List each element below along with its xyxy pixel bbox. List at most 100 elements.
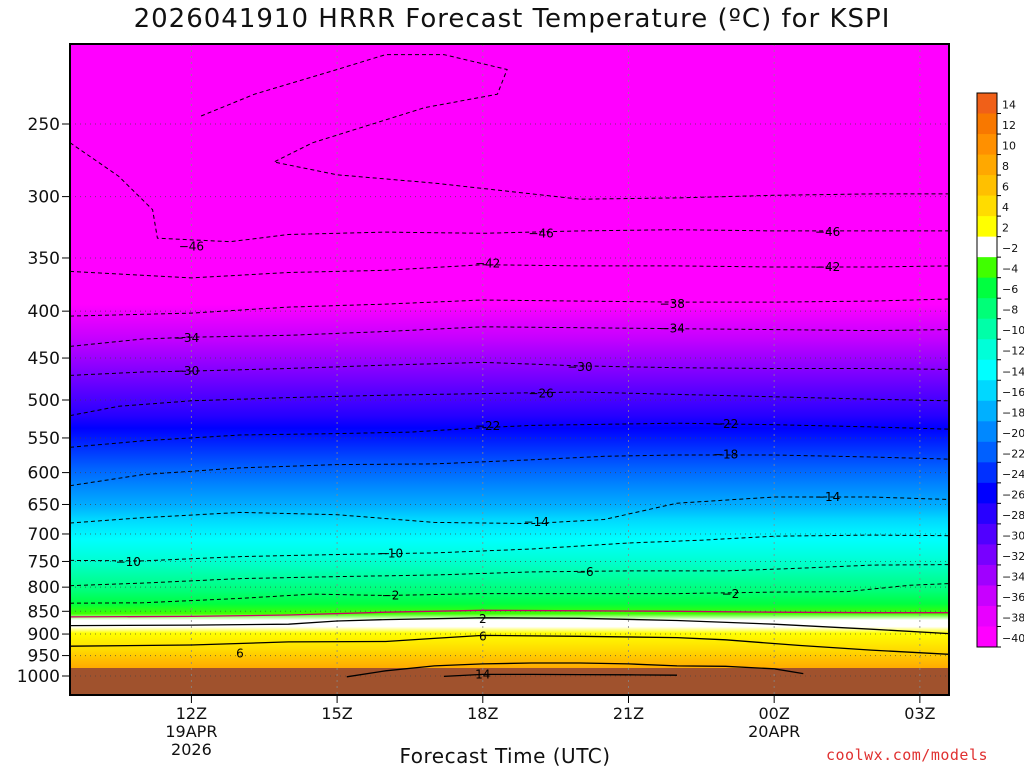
x-tick-label: 03Z <box>904 704 935 723</box>
x-tick-label: 12Z <box>176 704 207 723</box>
colorbar-swatch <box>977 216 997 238</box>
colorbar-label: −16 <box>1002 386 1024 399</box>
colorbar-label: −6 <box>1002 283 1018 296</box>
colorbar-swatch <box>977 154 997 176</box>
contour-label: −46 <box>815 225 840 239</box>
y-tick-label: 650 <box>28 495 60 515</box>
contour-label: 14 <box>475 667 490 681</box>
contour-label: −10 <box>378 546 403 560</box>
y-tick-label: 250 <box>28 115 60 135</box>
y-axis: 250 300 350 400 450 500 550 600 650 700 750 800 850 9… <box>17 115 70 687</box>
colorbar-swatch <box>977 626 997 648</box>
colorbar-label: −30 <box>1002 529 1024 542</box>
x-tick-label: 2026 <box>171 740 212 759</box>
y-tick-label: 450 <box>28 349 60 369</box>
contour-line-dashed <box>70 583 949 604</box>
colorbar-label: −8 <box>1002 304 1018 317</box>
plot-frame <box>69 43 950 696</box>
colorbar-label: −34 <box>1002 570 1024 583</box>
colorbar-swatch <box>977 236 997 258</box>
colorbar-swatch <box>977 462 997 484</box>
contour-label: 6 <box>236 646 244 660</box>
grid <box>70 44 949 695</box>
contour-line-dashed <box>70 142 949 243</box>
y-tick-label: 900 <box>28 625 60 645</box>
contour-label: −10 <box>116 555 141 569</box>
colorbar-swatch <box>977 93 997 115</box>
y-tick-label: 750 <box>28 552 60 572</box>
colorbar-swatch <box>977 339 997 361</box>
contour-line-dashed <box>70 264 949 279</box>
colorbar-label: −24 <box>1002 468 1024 481</box>
colorbar-swatch <box>977 298 997 320</box>
colorbar-frame <box>976 92 998 648</box>
colorbar-swatch <box>977 503 997 525</box>
colorbar-label: 6 <box>1002 181 1009 194</box>
colorbar-label: −4 <box>1002 263 1018 276</box>
contour-label: −42 <box>475 257 500 271</box>
colorbar-swatch <box>977 585 997 607</box>
colorbar-swatch <box>977 134 997 156</box>
source-credit[interactable]: coolwx.com/models <box>826 746 989 764</box>
contour-label: −42 <box>815 260 840 274</box>
colorbar-label: −32 <box>1002 550 1024 563</box>
contour-labels: −46−46 −46−42 −42−38−34−34−30 −30−26−22 −22−… <box>116 225 841 681</box>
contour-label: −46 <box>528 226 553 240</box>
chart-title: 2026041910 HRRR Forecast Temperature (ºC… <box>133 4 891 34</box>
colorbar-label: −28 <box>1002 509 1024 522</box>
x-tick-label: 20APR <box>748 722 800 741</box>
y-tick-label: 350 <box>28 249 60 269</box>
contour-label: −14 <box>524 515 549 529</box>
contour-line-dashed <box>70 326 949 347</box>
contour-label: −22 <box>713 417 738 431</box>
contour-line-dashed <box>70 391 949 417</box>
contour-line-solid <box>70 617 949 635</box>
temperature-field <box>70 44 949 695</box>
colorbar-swatch <box>977 277 997 299</box>
x-tick-label: 00Z <box>759 704 790 723</box>
colorbar: 14 12 10 8 6 4 2 −2 −4 −6 −8 −10 −12 −14 −16 −18 −20 −22 −… <box>976 92 1024 648</box>
x-tick-label: 15Z <box>321 704 352 723</box>
contour-line-dashed <box>200 54 949 200</box>
colorbar-label: 2 <box>1002 222 1009 235</box>
colorbar-label: −12 <box>1002 345 1024 358</box>
colorbar-label: 14 <box>1002 99 1016 112</box>
contour-label: −34 <box>174 331 199 345</box>
y-tick-label: 800 <box>28 578 60 598</box>
contour-label: 6 <box>479 629 487 643</box>
y-tick-label: 700 <box>28 525 60 545</box>
contour-line-dashed <box>70 361 949 376</box>
contour-label: −18 <box>713 447 738 461</box>
x-axis-label: Forecast Time (UTC) <box>399 744 611 768</box>
colorbar-swatch <box>977 564 997 586</box>
colorbar-label: −26 <box>1002 488 1024 501</box>
colorbar-label: −14 <box>1002 365 1024 378</box>
colorbar-swatch <box>977 605 997 627</box>
contour-label: −2 <box>722 587 740 601</box>
colorbar-label: 8 <box>1002 160 1009 173</box>
colorbar-swatch <box>977 421 997 443</box>
colorbar-label: −20 <box>1002 427 1024 440</box>
y-tick-label: 600 <box>28 464 60 484</box>
contour-label: −6 <box>576 565 594 579</box>
colorbar-swatch <box>977 523 997 545</box>
contour-line-dashed <box>70 298 949 317</box>
y-tick-label: 300 <box>28 188 60 208</box>
contour-line-dashed <box>70 454 949 487</box>
colorbar-swatch <box>977 113 997 135</box>
contour-label: −30 <box>567 360 592 374</box>
y-tick-label: 550 <box>28 429 60 449</box>
x-tick-label: 18Z <box>467 704 498 723</box>
colorbar-label: −22 <box>1002 447 1024 460</box>
colorbar-swatch <box>977 257 997 279</box>
contour-label: −46 <box>179 239 204 253</box>
contour-label: −22 <box>475 419 500 433</box>
colorbar-label: −2 <box>1002 242 1018 255</box>
contour-label: −30 <box>174 364 199 378</box>
contour-label: −26 <box>528 387 553 401</box>
colorbar-swatch <box>977 441 997 463</box>
contour-line-dashed <box>70 496 949 525</box>
colorbar-label: 10 <box>1002 140 1016 153</box>
